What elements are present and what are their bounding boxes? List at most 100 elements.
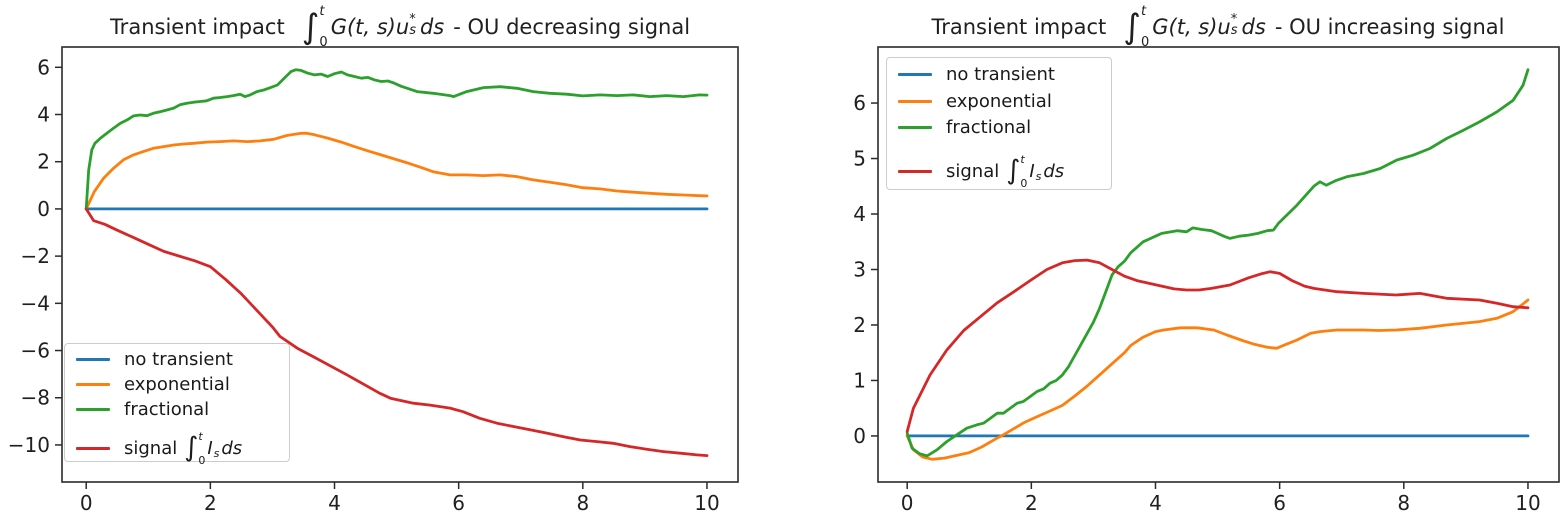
- y-tick-label: 2: [853, 313, 866, 337]
- integral-glyph: ∫: [1006, 155, 1021, 187]
- title-suffix: - OU increasing signal: [1274, 15, 1505, 39]
- y-tick-label: 6: [853, 91, 866, 115]
- x-tick-label: 0: [80, 491, 93, 513]
- title-sup-star: *: [409, 11, 416, 27]
- title-ds: ds: [1241, 15, 1266, 39]
- legend-line-sample: [898, 170, 932, 173]
- series-line-signal-i-ds: [905, 258, 1530, 433]
- y-tick-label: 2: [37, 150, 50, 174]
- legend-line-sample: [76, 358, 110, 361]
- y-tick-label: 1: [853, 368, 866, 392]
- title-sub-s: s: [409, 23, 416, 38]
- x-tick-label: 10: [1515, 491, 1540, 513]
- x-tick-label: 2: [204, 491, 217, 513]
- series-line-fractional: [84, 68, 709, 211]
- x-tick-label: 4: [1149, 491, 1162, 513]
- legend-item: fractional: [898, 117, 1031, 138]
- integral-glyph: ∫: [301, 6, 320, 47]
- plot-title-left: Transient impact ∫ t 0 G(t, s)u * s ds - OU…: [109, 4, 691, 50]
- legend-label: no transient: [946, 64, 1055, 85]
- legend-line-sample: [76, 383, 110, 386]
- legend-line-sample: [76, 447, 110, 450]
- legend-ds: ds: [1043, 161, 1065, 182]
- title-math: G(t, s)u: [330, 15, 410, 39]
- legend-left: no transient exponential fractional signal ∫…: [64, 343, 290, 467]
- x-tick-label: 10: [694, 491, 719, 513]
- y-tick-label: 3: [853, 257, 866, 281]
- integral-icon: ∫ t 0: [1123, 4, 1150, 50]
- legend-line-sample: [76, 408, 110, 411]
- x-tick-label: 0: [901, 491, 914, 513]
- legend-label: no transient: [124, 349, 233, 370]
- plot-title-right: Transient impact ∫ t 0 G(t, s)u * s ds - OU…: [931, 4, 1505, 50]
- y-tick-label: 4: [853, 202, 866, 226]
- axes-spines-0: [61, 46, 739, 483]
- legend-item: no transient: [898, 64, 1055, 85]
- title-sub-s: s: [1230, 23, 1238, 38]
- title-math: G(t, s)u: [1152, 15, 1231, 39]
- integral-upper-limit: t: [1140, 4, 1147, 19]
- integral-upper-limit: t: [319, 4, 325, 19]
- title-text: Transient impact: [109, 15, 285, 39]
- x-tick-label: 6: [1273, 491, 1286, 513]
- legend-label: exponential: [124, 374, 230, 395]
- x-tick-label: 2: [1025, 491, 1038, 513]
- integral-lower-limit: 0: [198, 454, 206, 467]
- legend-ds: ds: [221, 438, 243, 459]
- integral-glyph: ∫: [1123, 6, 1141, 47]
- legend-line-sample: [898, 100, 932, 103]
- y-tick-label: −8: [21, 386, 50, 410]
- series-line-fractional: [905, 68, 1530, 458]
- series-line-signal-i-ds: [84, 207, 709, 457]
- legend-item: no transient: [76, 349, 233, 370]
- x-tick-label: 8: [576, 491, 589, 513]
- x-tick-label: 8: [1397, 491, 1410, 513]
- x-tick-label: 4: [328, 491, 341, 513]
- legend-item: fractional: [76, 399, 209, 420]
- integral-icon: ∫ t 0: [184, 430, 206, 467]
- y-tick-label: 4: [37, 103, 50, 127]
- title-text: Transient impact: [931, 15, 1107, 39]
- y-tick-label: 6: [37, 55, 50, 79]
- legend-label-text: signal: [946, 161, 1000, 182]
- legend-label: fractional: [946, 117, 1032, 138]
- axes-spines-1: [877, 46, 1560, 483]
- x-tick-label: 6: [452, 491, 465, 513]
- y-tick-label: −2: [21, 244, 50, 268]
- legend-line-sample: [898, 126, 932, 129]
- integral-icon: ∫ t 0: [301, 4, 328, 50]
- integral-lower-limit: 0: [1020, 177, 1028, 190]
- integral-lower-limit: 0: [1140, 35, 1150, 50]
- legend-item: exponential: [76, 374, 230, 395]
- title-suffix: - OU decreasing signal: [453, 15, 691, 39]
- y-tick-label: 5: [853, 147, 866, 171]
- legend-label: exponential: [946, 91, 1052, 112]
- legend-math-i: I: [207, 438, 213, 459]
- series-line-exponential: [84, 131, 709, 211]
- integral-lower-limit: 0: [319, 35, 328, 50]
- integral-upper-limit: t: [1020, 153, 1025, 166]
- legend-math-i: I: [1029, 161, 1035, 182]
- legend-line-sample: [898, 73, 932, 76]
- legend-label-text: signal: [124, 438, 178, 459]
- legend-right: no transient exponential fractional signal ∫…: [886, 57, 1112, 190]
- y-tick-label: 0: [37, 197, 50, 221]
- y-tick-label: 0: [853, 424, 866, 448]
- series-line-exponential: [905, 298, 1530, 461]
- integral-upper-limit: t: [198, 430, 203, 443]
- legend-sub-s: s: [1035, 170, 1042, 183]
- integral-glyph: ∫: [184, 432, 199, 464]
- legend-sub-s: s: [213, 447, 220, 460]
- legend-item: exponential: [898, 91, 1052, 112]
- title-supsub: * s: [409, 11, 416, 38]
